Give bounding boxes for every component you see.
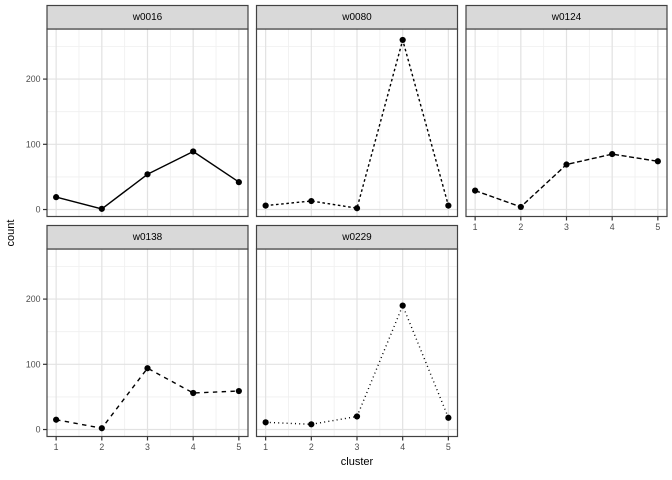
data-point xyxy=(190,389,197,397)
data-point xyxy=(235,179,242,186)
x-tick-label: 2 xyxy=(309,442,314,452)
facet-panel-w0138: w0138 0 100 200 1 2 3 4 5 xyxy=(26,224,249,452)
facet-panel-w0080: w0080 xyxy=(255,4,459,218)
facet-strip xyxy=(46,4,249,30)
x-tick-label: 4 xyxy=(610,222,615,232)
x-tick-label: 1 xyxy=(54,442,59,452)
data-point xyxy=(399,302,406,309)
data-point xyxy=(353,413,361,420)
data-point xyxy=(144,365,151,372)
facet-strip xyxy=(46,224,249,250)
data-point xyxy=(190,148,197,155)
facet-strip-label: w0016 xyxy=(132,12,163,23)
facet-strip xyxy=(465,4,668,30)
data-point xyxy=(609,150,616,158)
x-tick-label: 2 xyxy=(518,222,523,232)
y-tick-label: 200 xyxy=(26,294,41,304)
data-line xyxy=(265,39,450,209)
data-point xyxy=(235,387,242,395)
data-point xyxy=(353,205,361,212)
data-point xyxy=(262,419,269,426)
x-tick-label: 5 xyxy=(236,442,241,452)
y-tick-label: 100 xyxy=(26,359,41,369)
facet-panel-w0124: w0124 1 2 3 4 5 xyxy=(465,4,668,232)
data-line xyxy=(55,367,239,429)
data-point xyxy=(53,416,60,423)
data-point xyxy=(53,194,60,201)
y-axis-title: count xyxy=(5,219,17,247)
data-point xyxy=(445,202,452,209)
y-tick-label: 100 xyxy=(26,139,41,149)
x-tick-label: 4 xyxy=(400,442,405,452)
x-tick-label: 3 xyxy=(145,442,150,452)
x-tick-label: 1 xyxy=(473,222,478,232)
x-tick-label: 3 xyxy=(564,222,569,232)
facet-panel-w0229: w0229 1 2 3 4 5 xyxy=(255,224,459,452)
data-point xyxy=(472,187,479,194)
data-point xyxy=(98,205,105,212)
data-point xyxy=(654,158,661,165)
x-axis-title: cluster xyxy=(340,456,374,468)
x-tick-label: 1 xyxy=(263,442,268,452)
facet-strip xyxy=(255,224,459,250)
y-tick-label: 0 xyxy=(36,425,41,435)
y-tick-label: 200 xyxy=(26,74,41,84)
facet-strip-label: w0124 xyxy=(551,12,582,23)
facet-strip-label: w0138 xyxy=(132,232,163,243)
data-point xyxy=(144,171,151,178)
data-point xyxy=(98,425,105,432)
data-point xyxy=(308,421,315,428)
facet-strip-label: w0080 xyxy=(341,12,372,23)
data-point xyxy=(308,197,315,205)
x-tick-label: 4 xyxy=(191,442,196,452)
facet-strip xyxy=(255,4,459,30)
y-tick-label: 0 xyxy=(36,205,41,215)
data-line xyxy=(265,304,450,425)
facet-strip-label: w0229 xyxy=(341,232,372,243)
x-tick-label: 5 xyxy=(446,442,451,452)
x-tick-label: 5 xyxy=(655,222,660,232)
facet-panel-w0016: w0016 0 100 200 xyxy=(26,4,249,218)
data-point xyxy=(563,161,570,168)
data-point xyxy=(445,414,452,421)
x-tick-label: 2 xyxy=(99,442,104,452)
data-point xyxy=(399,36,406,44)
data-point xyxy=(517,203,524,211)
data-point xyxy=(262,202,269,209)
x-tick-label: 3 xyxy=(355,442,360,452)
